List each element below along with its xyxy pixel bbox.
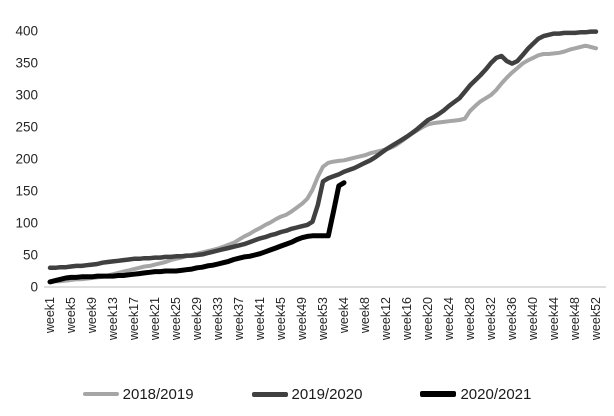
x-axis-tick-label: week41 bbox=[253, 297, 267, 341]
x-axis-tick-label: week44 bbox=[547, 297, 561, 341]
y-axis-tick-label: 350 bbox=[15, 56, 38, 71]
legend-swatch-2020-2021-icon bbox=[420, 391, 457, 397]
x-axis-tick-label: week13 bbox=[106, 297, 120, 341]
x-axis-tick-label: week4 bbox=[337, 297, 351, 334]
y-axis-tick-label: 250 bbox=[15, 120, 38, 135]
y-axis-tick-label: 100 bbox=[15, 216, 38, 231]
x-axis-tick-label: week53 bbox=[316, 297, 330, 341]
y-axis-tick-label: 300 bbox=[15, 88, 38, 103]
x-axis-tick-label: week8 bbox=[358, 297, 372, 334]
y-axis-tick-label: 0 bbox=[30, 280, 38, 295]
legend-label-2019-2020: 2019/2020 bbox=[291, 385, 363, 403]
x-axis-tick-label: week32 bbox=[484, 297, 498, 341]
x-axis-tick-label: week45 bbox=[274, 297, 288, 341]
x-axis-tick-label: week33 bbox=[211, 297, 225, 341]
legend-label-2018-2019: 2018/2019 bbox=[122, 385, 194, 403]
y-axis-tick-label: 50 bbox=[23, 248, 38, 263]
x-axis-tick-label: week37 bbox=[232, 297, 246, 341]
series-line-2020-2021 bbox=[47, 180, 347, 285]
x-axis-tick-label: week21 bbox=[148, 297, 162, 341]
x-axis-tick-label: week5 bbox=[64, 297, 78, 334]
x-axis-tick-label: week16 bbox=[400, 297, 414, 341]
legend-item-2020-2021: 2020/2021 bbox=[420, 386, 531, 403]
y-axis-tick-label: 400 bbox=[15, 24, 38, 39]
x-axis-tick-label: week49 bbox=[295, 297, 309, 341]
x-axis-tick-label: week29 bbox=[190, 297, 204, 341]
x-axis-tick-label: week1 bbox=[43, 297, 57, 334]
x-axis-tick-label: week40 bbox=[526, 297, 540, 341]
legend-label-2020-2021: 2020/2021 bbox=[460, 385, 532, 403]
series-line-2018-2019 bbox=[48, 43, 598, 284]
legend-swatch-2018-2019-icon bbox=[82, 392, 119, 396]
x-axis-tick-label: week25 bbox=[169, 297, 183, 341]
y-axis-tick-label: 150 bbox=[15, 184, 38, 199]
x-axis-tick-label: week36 bbox=[505, 297, 519, 341]
x-axis-tick-label: week17 bbox=[127, 297, 141, 341]
chart-legend: 2018/2019 2019/2020 2020/2021 bbox=[0, 376, 614, 412]
x-axis-tick-label: week28 bbox=[463, 297, 477, 341]
legend-swatch-2019-2020-icon bbox=[251, 391, 288, 397]
y-axis-tick-label: 200 bbox=[15, 152, 38, 167]
legend-item-2018-2019: 2018/2019 bbox=[82, 385, 194, 403]
x-axis-tick-label: week12 bbox=[379, 297, 393, 341]
x-axis-tick-label: week48 bbox=[568, 297, 582, 341]
x-axis-tick-label: week52 bbox=[589, 297, 603, 341]
series-line-2019-2020 bbox=[47, 29, 599, 271]
legend-item-2019-2020: 2019/2020 bbox=[251, 385, 363, 403]
x-axis-tick-label: week24 bbox=[442, 297, 456, 341]
line-chart-canvas: 0 50 100 150 200 250 300 350 400 week1 week5 week9 w… bbox=[15, 24, 606, 341]
x-axis-tick-label: week9 bbox=[85, 297, 99, 334]
x-axis-tick-label: week20 bbox=[421, 297, 435, 341]
